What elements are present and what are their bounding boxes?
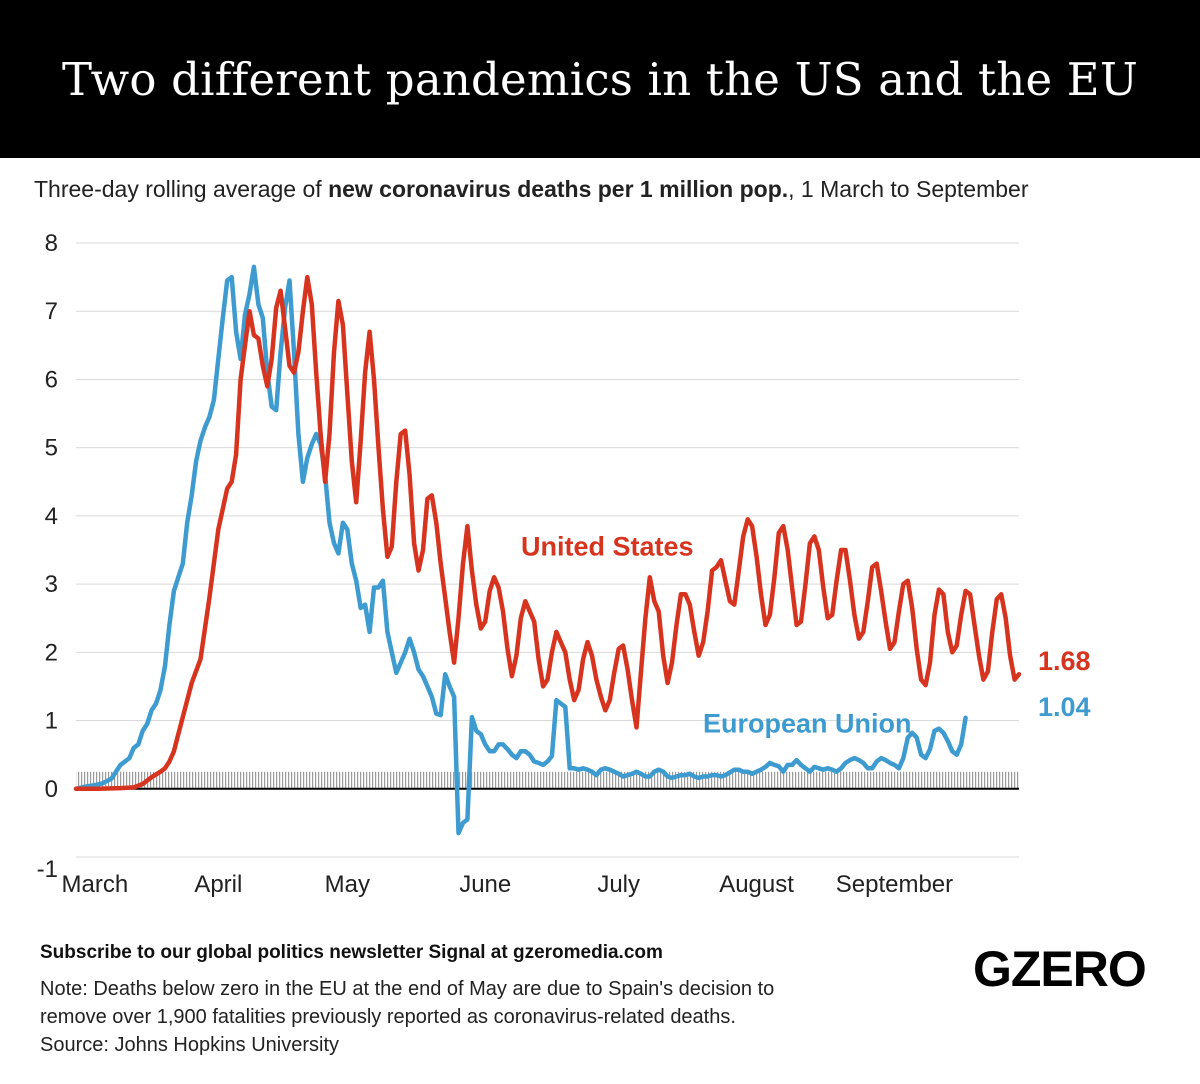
y-tick-label: 0 [45,776,58,803]
series-line-eu [73,264,968,836]
series-layer [73,264,1022,836]
y-tick-label: 8 [45,230,58,257]
subtitle-bold: new coronavirus deaths per 1 million pop… [328,176,789,202]
x-axis: March April May June July August September [62,871,954,898]
us-end-value: 1.68 [1038,646,1091,676]
y-tick-label: 7 [45,298,58,325]
gzero-logo: GZERO [973,941,1147,997]
y-tick-label: 1 [45,708,58,735]
note-line-1: Note: Deaths below zero in the EU at the… [40,978,775,1000]
x-tick-label: September [836,871,953,898]
subtitle-prefix: Three-day rolling average of [34,176,329,202]
y-tick-label: -1 [37,856,58,883]
eu-end-value: 1.04 [1038,692,1091,722]
series-label-eu: European Union [703,708,912,738]
x-tick-label: May [325,871,370,898]
x-tick-label: April [194,871,242,898]
note-line-2: remove over 1,900 fatalities previously … [40,1006,736,1028]
y-tick-label: 5 [45,435,58,462]
series-label-us: United States [521,532,694,562]
source-line: Source: Johns Hopkins University [40,1034,340,1056]
y-tick-label: 2 [45,639,58,666]
chart-title: Two different pandemics in the US and th… [62,52,1138,106]
y-tick-label: 3 [45,571,58,598]
x-tick-label: March [62,871,129,898]
grid-layer [76,242,1019,858]
line-chart: 8 7 6 5 4 3 2 1 0 -1 March April May June July August S… [37,230,1091,898]
title-bar: Two different pandemics in the US and th… [0,0,1200,158]
annotation-layer: United States European Union 1.68 1.04 [521,532,1091,739]
y-tick-label: 6 [45,366,58,393]
x-tick-label: June [459,871,511,898]
y-tick-label: 4 [45,503,58,530]
subtitle-suffix: , 1 March to September [788,176,1029,202]
chart-subtitle: Three-day rolling average of new coronav… [34,176,1029,203]
x-tick-label: August [719,871,794,898]
newsletter-line: Subscribe to our global politics newslet… [40,942,663,963]
series-line-us [73,274,1022,792]
y-axis: 8 7 6 5 4 3 2 1 0 -1 [37,230,58,883]
x-tick-label: July [597,871,640,898]
footnote: Note: Deaths below zero in the EU at the… [40,975,920,1059]
hatch-band [76,771,1019,788]
